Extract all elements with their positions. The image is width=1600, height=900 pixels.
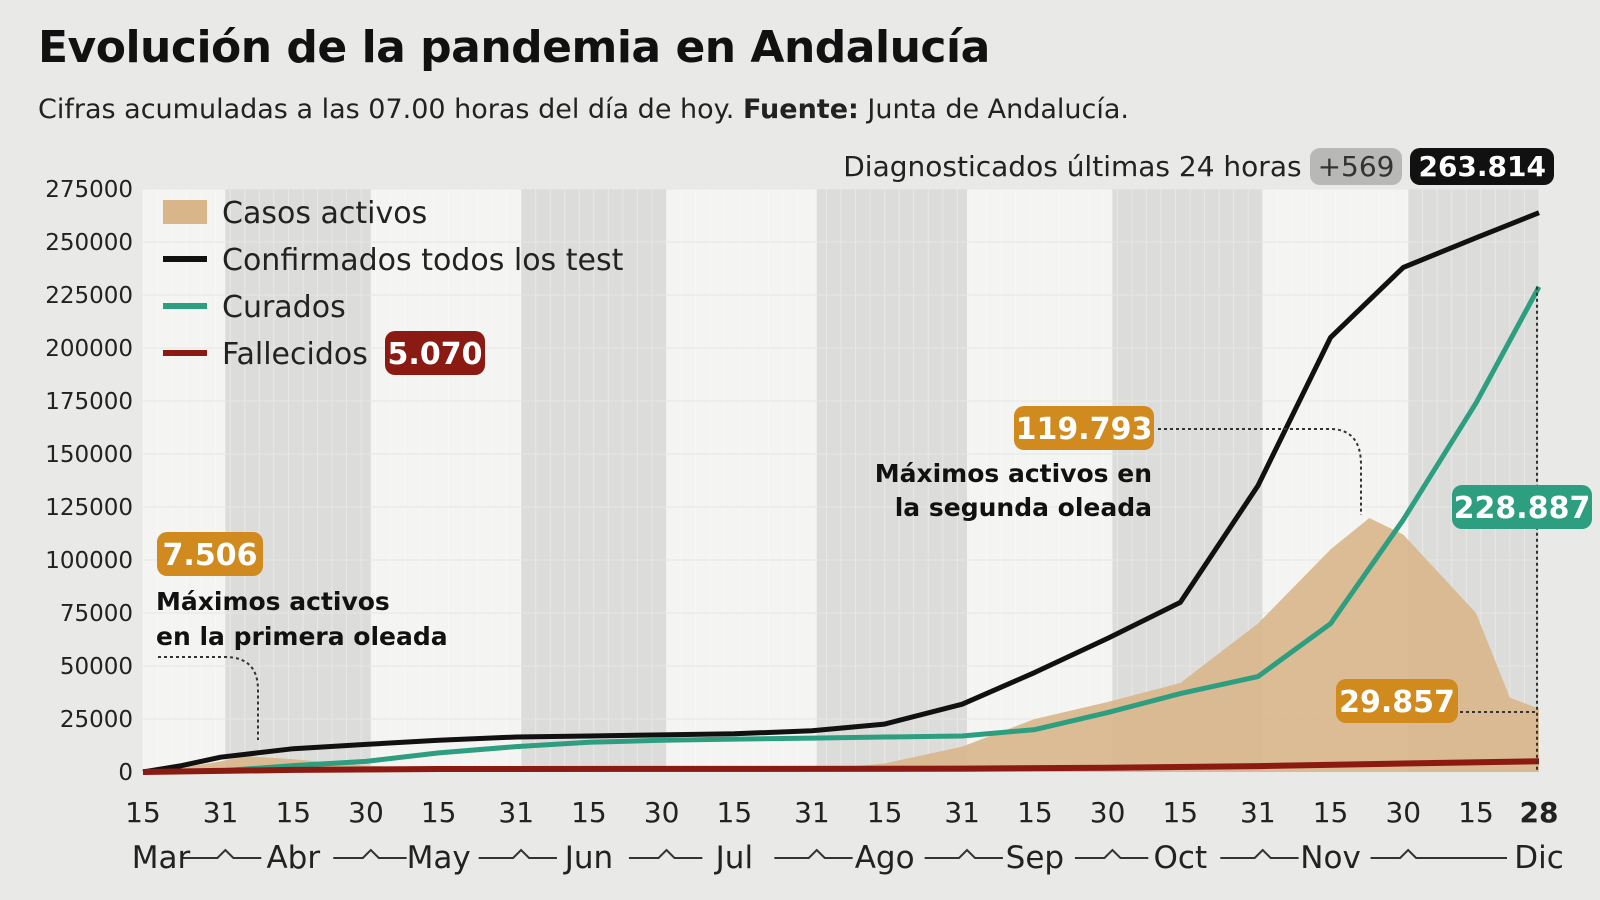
x-tick-label: 15 xyxy=(125,796,161,829)
legend-label: Confirmados todos los test xyxy=(222,243,624,278)
series-area-casos-activos xyxy=(143,518,1539,772)
x-tick-label: 15 xyxy=(867,796,903,829)
month-bracket xyxy=(1220,848,1299,859)
active-final-badge-bg xyxy=(1336,679,1458,723)
month-bracket xyxy=(478,848,557,859)
x-tick-label: 30 xyxy=(1385,796,1421,829)
month-label: Mar xyxy=(132,840,191,876)
month-bracket xyxy=(333,848,407,859)
series-line-fallecidos xyxy=(142,758,1540,775)
curados-badge-bg xyxy=(1452,485,1592,529)
x-tick-label: 15 xyxy=(1313,796,1349,829)
y-tick-label: 275000 xyxy=(45,177,133,203)
first-wave-badge-bg xyxy=(157,532,263,576)
month-band xyxy=(225,189,371,772)
subtitle-text: Cifras acumuladas a las 07.00 horas del … xyxy=(38,94,735,125)
diagnosticados-total: 263.814 xyxy=(1410,148,1554,185)
source-label: Fuente: xyxy=(742,94,859,125)
first-wave-text: Máximos activos xyxy=(156,587,390,616)
y-tick-label: 150000 xyxy=(45,442,133,468)
y-tick-label: 125000 xyxy=(45,495,133,521)
second-wave-badge-bg xyxy=(1014,406,1154,450)
diagnosticados-label: Diagnosticados últimas 24 horas xyxy=(843,150,1302,183)
month-label: May xyxy=(407,840,471,876)
x-tick-label: 31 xyxy=(1240,796,1276,829)
y-tick-label: 25000 xyxy=(60,707,133,733)
second-wave-text: la segunda oleada xyxy=(895,493,1152,522)
first-wave-badge: 7.506 xyxy=(163,538,258,573)
month-band xyxy=(967,189,1113,772)
y-tick-label: 50000 xyxy=(60,654,133,680)
legend-label: Curados xyxy=(222,290,346,325)
y-tick-label: 250000 xyxy=(45,230,133,256)
x-tick-label: 31 xyxy=(794,796,830,829)
x-tick-label: 30 xyxy=(348,796,384,829)
month-label: Abr xyxy=(266,840,320,876)
month-band xyxy=(370,189,522,772)
x-tick-label: 15 xyxy=(1458,796,1494,829)
month-bracket xyxy=(1074,848,1149,859)
month-bracket xyxy=(774,848,853,859)
diagnosticados-delta: +569 xyxy=(1309,148,1403,185)
month-band xyxy=(521,189,667,772)
x-tick-label: 15 xyxy=(571,796,607,829)
x-tick-label: 28 xyxy=(1520,796,1559,829)
diagnosticados-box: Diagnosticados últimas 24 horas +569 263… xyxy=(843,148,1554,185)
month-bracket xyxy=(183,848,262,859)
y-tick-label: 0 xyxy=(118,760,133,786)
month-bracket xyxy=(1370,848,1507,859)
month-band xyxy=(143,189,226,772)
chart-title: Evolución de la pandemia en Andalucía xyxy=(38,22,990,73)
active-final-badge: 29.857 xyxy=(1339,685,1455,720)
legend-swatch xyxy=(163,200,207,224)
month-band xyxy=(666,189,817,772)
subtitle: Cifras acumuladas a las 07.00 horas del … xyxy=(38,94,1129,125)
x-tick-label: 15 xyxy=(1017,796,1053,829)
source: Junta de Andalucía. xyxy=(867,94,1130,125)
month-band xyxy=(816,189,968,772)
month-bracket xyxy=(924,848,1003,859)
legend-label: Casos activos xyxy=(222,196,427,231)
first-wave-text: en la primera oleada xyxy=(156,622,448,651)
x-tick-label: 30 xyxy=(644,796,680,829)
x-tick-label: 15 xyxy=(421,796,457,829)
second-wave-badge: 119.793 xyxy=(1016,412,1153,447)
month-label: Oct xyxy=(1154,840,1208,876)
month-label: Ago xyxy=(855,840,915,876)
month-label: Nov xyxy=(1300,840,1361,876)
legend-label: Fallecidos xyxy=(222,337,368,372)
x-tick-label: 31 xyxy=(203,796,239,829)
fallecidos-badge-bg xyxy=(385,331,485,375)
month-label: Jun xyxy=(563,840,613,876)
month-label: Jul xyxy=(714,840,753,876)
month-label: Dic xyxy=(1514,840,1564,876)
x-tick-label: 15 xyxy=(275,796,311,829)
y-tick-label: 175000 xyxy=(45,389,133,415)
y-tick-label: 100000 xyxy=(45,548,133,574)
x-tick-label: 15 xyxy=(1162,796,1198,829)
x-tick-label: 30 xyxy=(1090,796,1126,829)
month-label: Sep xyxy=(1006,840,1064,876)
first-wave-leader xyxy=(158,656,259,740)
y-tick-label: 200000 xyxy=(45,336,133,362)
month-bracket xyxy=(628,848,703,859)
series-line-confirmados xyxy=(142,210,1540,775)
y-tick-label: 225000 xyxy=(45,283,133,309)
x-tick-label: 31 xyxy=(498,796,534,829)
y-tick-label: 75000 xyxy=(60,601,133,627)
curados-badge: 228.887 xyxy=(1454,491,1591,526)
second-wave-text: Máximos activos en xyxy=(875,459,1152,488)
x-tick-label: 31 xyxy=(944,796,980,829)
x-tick-label: 15 xyxy=(717,796,753,829)
fallecidos-badge: 5.070 xyxy=(388,337,483,372)
series-line-curados xyxy=(142,285,1542,775)
